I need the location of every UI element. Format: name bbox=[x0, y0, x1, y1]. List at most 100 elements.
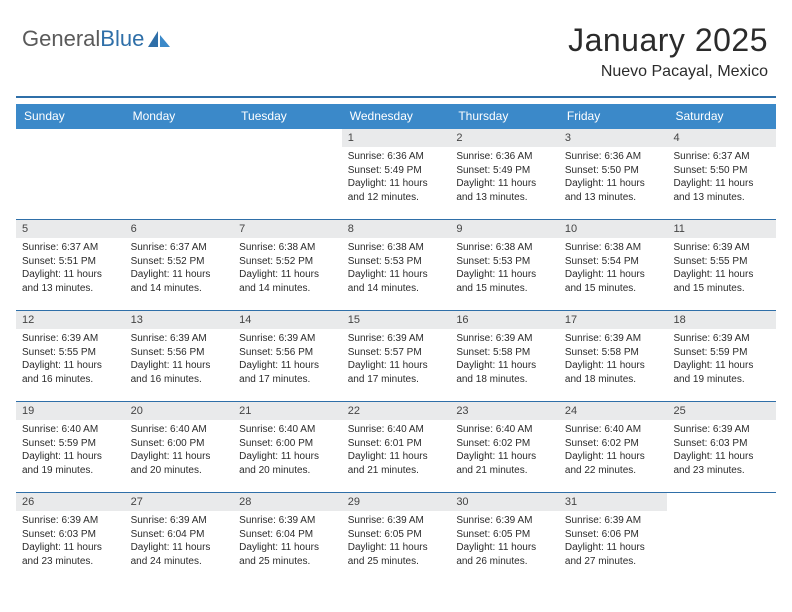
day-cell bbox=[233, 129, 342, 219]
sunrise-text: Sunrise: 6:39 AM bbox=[131, 332, 228, 346]
day-number: 12 bbox=[16, 311, 125, 329]
day-cell: 1Sunrise: 6:36 AMSunset: 5:49 PMDaylight… bbox=[342, 129, 451, 219]
sunrise-text: Sunrise: 6:39 AM bbox=[22, 514, 119, 528]
day-body: Sunrise: 6:36 AMSunset: 5:49 PMDaylight:… bbox=[342, 147, 451, 210]
sunrise-text: Sunrise: 6:39 AM bbox=[673, 332, 770, 346]
day-body: Sunrise: 6:40 AMSunset: 6:00 PMDaylight:… bbox=[125, 420, 234, 483]
day-body: Sunrise: 6:39 AMSunset: 5:57 PMDaylight:… bbox=[342, 329, 451, 392]
sunset-text: Sunset: 5:49 PM bbox=[456, 164, 553, 178]
day-body: Sunrise: 6:37 AMSunset: 5:50 PMDaylight:… bbox=[667, 147, 776, 210]
day-cell: 6Sunrise: 6:37 AMSunset: 5:52 PMDaylight… bbox=[125, 220, 234, 310]
sunset-text: Sunset: 5:54 PM bbox=[565, 255, 662, 269]
day-number: 8 bbox=[342, 220, 451, 238]
day-body: Sunrise: 6:37 AMSunset: 5:52 PMDaylight:… bbox=[125, 238, 234, 301]
sunset-text: Sunset: 6:00 PM bbox=[131, 437, 228, 451]
location-label: Nuevo Pacayal, Mexico bbox=[568, 63, 768, 81]
day-number: 28 bbox=[233, 493, 342, 511]
day-body: Sunrise: 6:38 AMSunset: 5:52 PMDaylight:… bbox=[233, 238, 342, 301]
weekday-header: Sunday bbox=[16, 104, 125, 129]
sunset-text: Sunset: 6:05 PM bbox=[348, 528, 445, 542]
day-body: Sunrise: 6:37 AMSunset: 5:51 PMDaylight:… bbox=[16, 238, 125, 301]
sunrise-text: Sunrise: 6:39 AM bbox=[456, 332, 553, 346]
day-cell: 11Sunrise: 6:39 AMSunset: 5:55 PMDayligh… bbox=[667, 220, 776, 310]
day-cell: 12Sunrise: 6:39 AMSunset: 5:55 PMDayligh… bbox=[16, 311, 125, 401]
day-body: Sunrise: 6:40 AMSunset: 6:02 PMDaylight:… bbox=[450, 420, 559, 483]
daylight-text: Daylight: 11 hours and 26 minutes. bbox=[456, 541, 553, 568]
day-body: Sunrise: 6:38 AMSunset: 5:54 PMDaylight:… bbox=[559, 238, 668, 301]
day-number: 20 bbox=[125, 402, 234, 420]
day-cell bbox=[667, 493, 776, 583]
day-cell: 30Sunrise: 6:39 AMSunset: 6:05 PMDayligh… bbox=[450, 493, 559, 583]
sunset-text: Sunset: 5:56 PM bbox=[239, 346, 336, 360]
sunset-text: Sunset: 5:55 PM bbox=[673, 255, 770, 269]
day-body: Sunrise: 6:40 AMSunset: 5:59 PMDaylight:… bbox=[16, 420, 125, 483]
sunset-text: Sunset: 5:56 PM bbox=[131, 346, 228, 360]
sunrise-text: Sunrise: 6:39 AM bbox=[131, 514, 228, 528]
brand-part2: Blue bbox=[100, 26, 144, 52]
day-cell: 24Sunrise: 6:40 AMSunset: 6:02 PMDayligh… bbox=[559, 402, 668, 492]
day-number: 9 bbox=[450, 220, 559, 238]
day-cell: 19Sunrise: 6:40 AMSunset: 5:59 PMDayligh… bbox=[16, 402, 125, 492]
day-number: 21 bbox=[233, 402, 342, 420]
day-cell: 26Sunrise: 6:39 AMSunset: 6:03 PMDayligh… bbox=[16, 493, 125, 583]
day-cell: 28Sunrise: 6:39 AMSunset: 6:04 PMDayligh… bbox=[233, 493, 342, 583]
daylight-text: Daylight: 11 hours and 13 minutes. bbox=[456, 177, 553, 204]
sunset-text: Sunset: 5:52 PM bbox=[239, 255, 336, 269]
day-number: 6 bbox=[125, 220, 234, 238]
sunrise-text: Sunrise: 6:36 AM bbox=[348, 150, 445, 164]
day-number: 5 bbox=[16, 220, 125, 238]
day-body: Sunrise: 6:39 AMSunset: 6:05 PMDaylight:… bbox=[342, 511, 451, 574]
sunrise-text: Sunrise: 6:38 AM bbox=[348, 241, 445, 255]
day-body: Sunrise: 6:38 AMSunset: 5:53 PMDaylight:… bbox=[342, 238, 451, 301]
weekday-header-row: Sunday Monday Tuesday Wednesday Thursday… bbox=[16, 104, 776, 129]
daylight-text: Daylight: 11 hours and 25 minutes. bbox=[348, 541, 445, 568]
day-number: 16 bbox=[450, 311, 559, 329]
day-number: 4 bbox=[667, 129, 776, 147]
day-body: Sunrise: 6:36 AMSunset: 5:49 PMDaylight:… bbox=[450, 147, 559, 210]
daylight-text: Daylight: 11 hours and 23 minutes. bbox=[22, 541, 119, 568]
sunrise-text: Sunrise: 6:39 AM bbox=[565, 514, 662, 528]
day-number: 2 bbox=[450, 129, 559, 147]
month-title: January 2025 bbox=[568, 22, 768, 59]
sunrise-text: Sunrise: 6:39 AM bbox=[348, 332, 445, 346]
day-body: Sunrise: 6:38 AMSunset: 5:53 PMDaylight:… bbox=[450, 238, 559, 301]
weekday-header: Tuesday bbox=[233, 104, 342, 129]
sunset-text: Sunset: 6:01 PM bbox=[348, 437, 445, 451]
day-cell: 20Sunrise: 6:40 AMSunset: 6:00 PMDayligh… bbox=[125, 402, 234, 492]
day-cell bbox=[125, 129, 234, 219]
day-number: 14 bbox=[233, 311, 342, 329]
brand-logo: GeneralBlue bbox=[22, 26, 172, 52]
sunrise-text: Sunrise: 6:39 AM bbox=[239, 332, 336, 346]
weekday-header: Wednesday bbox=[342, 104, 451, 129]
day-cell: 23Sunrise: 6:40 AMSunset: 6:02 PMDayligh… bbox=[450, 402, 559, 492]
day-body: Sunrise: 6:39 AMSunset: 5:55 PMDaylight:… bbox=[667, 238, 776, 301]
day-number: 1 bbox=[342, 129, 451, 147]
daylight-text: Daylight: 11 hours and 21 minutes. bbox=[456, 450, 553, 477]
day-cell: 2Sunrise: 6:36 AMSunset: 5:49 PMDaylight… bbox=[450, 129, 559, 219]
day-number: 7 bbox=[233, 220, 342, 238]
daylight-text: Daylight: 11 hours and 13 minutes. bbox=[565, 177, 662, 204]
sunset-text: Sunset: 6:03 PM bbox=[22, 528, 119, 542]
day-body: Sunrise: 6:39 AMSunset: 6:06 PMDaylight:… bbox=[559, 511, 668, 574]
day-cell: 8Sunrise: 6:38 AMSunset: 5:53 PMDaylight… bbox=[342, 220, 451, 310]
brand-sail-icon bbox=[146, 29, 172, 49]
daylight-text: Daylight: 11 hours and 14 minutes. bbox=[239, 268, 336, 295]
day-cell: 27Sunrise: 6:39 AMSunset: 6:04 PMDayligh… bbox=[125, 493, 234, 583]
day-body: Sunrise: 6:39 AMSunset: 6:05 PMDaylight:… bbox=[450, 511, 559, 574]
sunrise-text: Sunrise: 6:40 AM bbox=[348, 423, 445, 437]
daylight-text: Daylight: 11 hours and 14 minutes. bbox=[348, 268, 445, 295]
day-cell: 29Sunrise: 6:39 AMSunset: 6:05 PMDayligh… bbox=[342, 493, 451, 583]
daylight-text: Daylight: 11 hours and 16 minutes. bbox=[131, 359, 228, 386]
sunset-text: Sunset: 6:06 PM bbox=[565, 528, 662, 542]
day-body: Sunrise: 6:36 AMSunset: 5:50 PMDaylight:… bbox=[559, 147, 668, 210]
day-body: Sunrise: 6:39 AMSunset: 6:04 PMDaylight:… bbox=[125, 511, 234, 574]
weekday-header: Friday bbox=[559, 104, 668, 129]
sunrise-text: Sunrise: 6:37 AM bbox=[131, 241, 228, 255]
day-number: 19 bbox=[16, 402, 125, 420]
day-number: 3 bbox=[559, 129, 668, 147]
sunset-text: Sunset: 5:58 PM bbox=[456, 346, 553, 360]
sunset-text: Sunset: 5:57 PM bbox=[348, 346, 445, 360]
day-body: Sunrise: 6:40 AMSunset: 6:02 PMDaylight:… bbox=[559, 420, 668, 483]
sunset-text: Sunset: 6:02 PM bbox=[565, 437, 662, 451]
day-body: Sunrise: 6:39 AMSunset: 5:59 PMDaylight:… bbox=[667, 329, 776, 392]
